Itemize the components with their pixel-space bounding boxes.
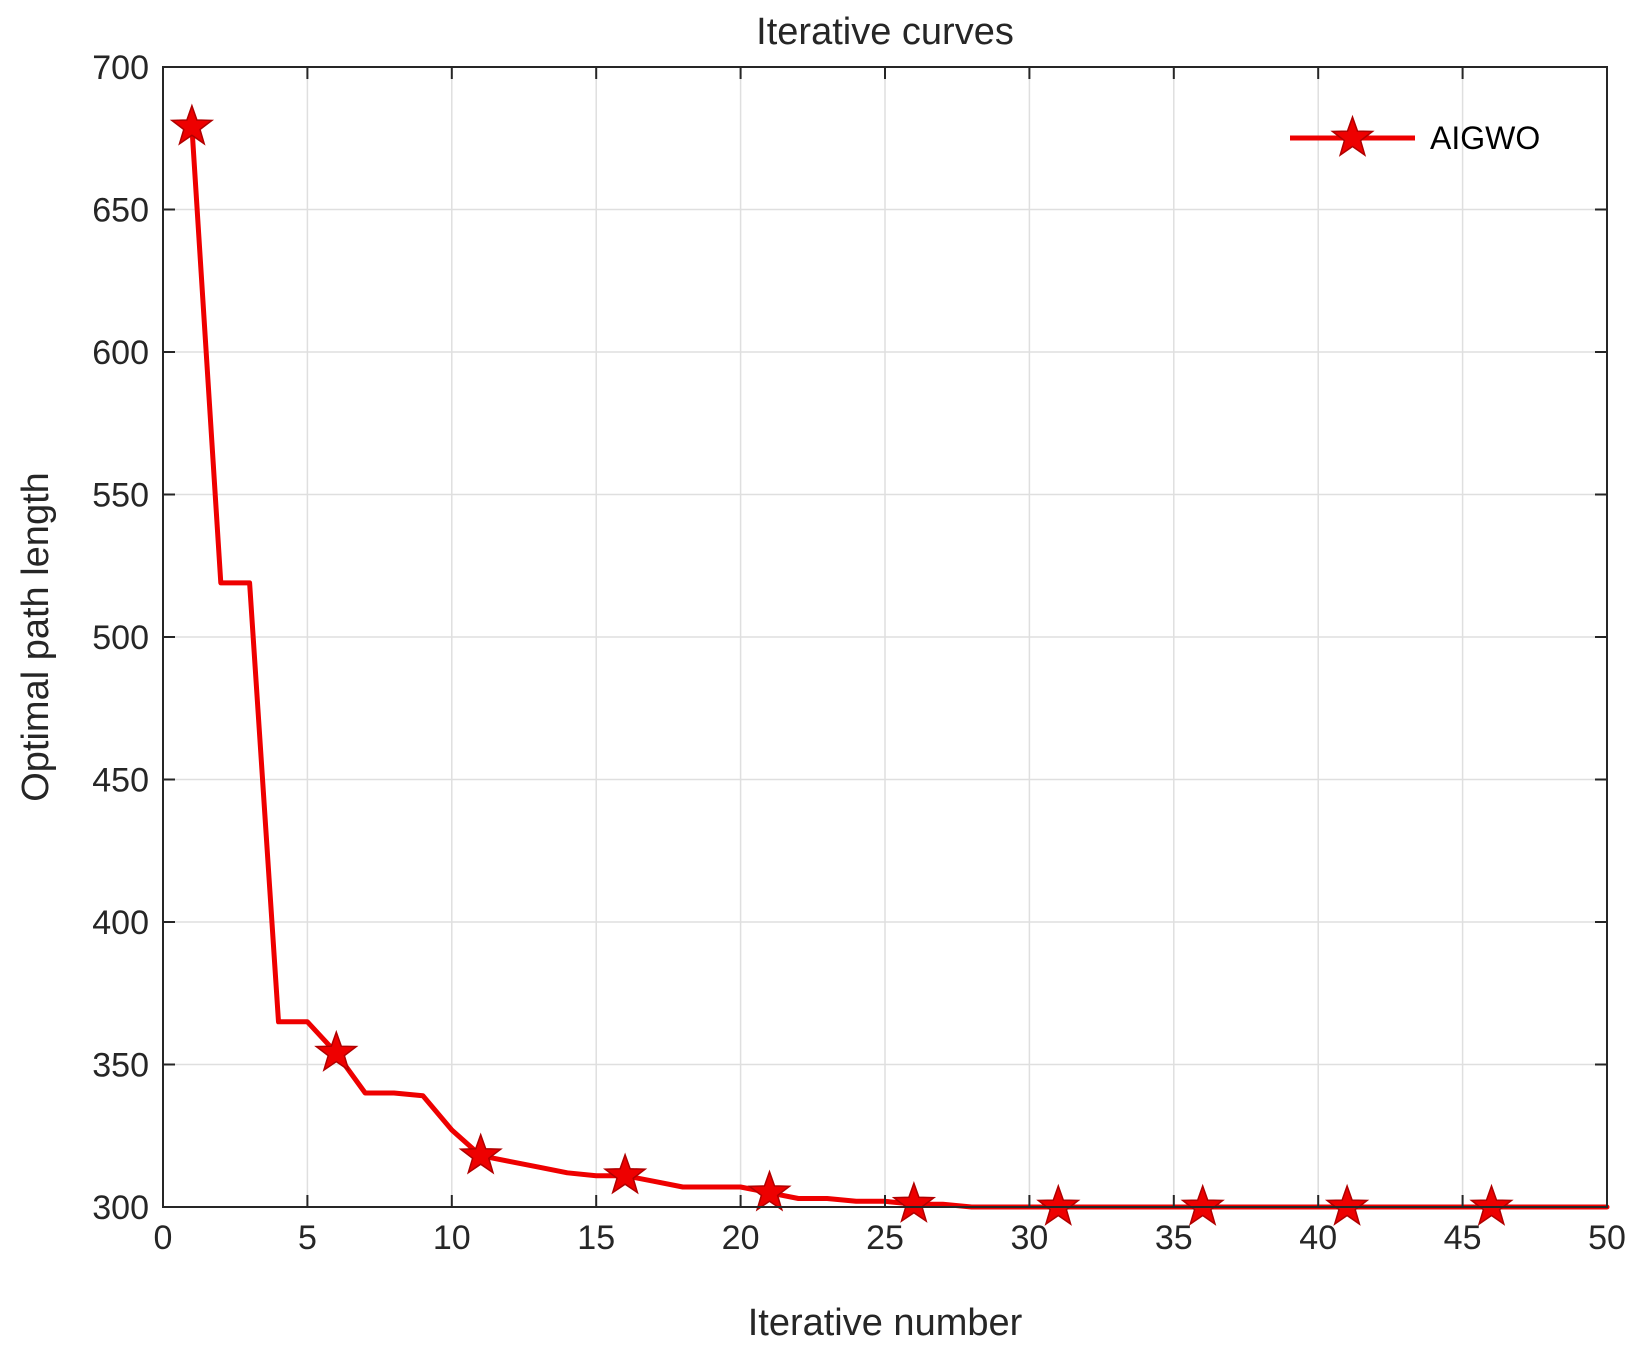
data-point-star [1180,1183,1225,1226]
data-point-star [169,103,215,146]
axis-ticks [162,66,1608,1208]
legend-entry-aigwo: AIGWO [1430,120,1540,156]
data-point-star [602,1152,648,1195]
y-axis-label: Optimal path length [15,472,57,802]
legend: AIGWO [1290,114,1540,157]
legend-marker-star-icon [1330,114,1375,157]
x-axis-label: Iterative number [748,1302,1023,1344]
y-tick-label: 450 [92,762,149,800]
data-point-star [1324,1183,1370,1226]
tick-labels: 0 5 10 15 20 25 30 35 40 45 50 300 350 400 450 500 550 60… [92,49,1626,1257]
x-tick-label: 5 [298,1219,317,1257]
x-tick-label: 35 [1155,1219,1193,1257]
x-tick-label: 40 [1299,1219,1337,1257]
x-tick-label: 25 [866,1219,904,1257]
data-point-star [747,1169,792,1212]
y-tick-label: 550 [92,477,149,515]
data-point-star [314,1029,359,1072]
x-tick-label: 15 [577,1219,615,1257]
data-point-star [1469,1183,1514,1226]
data-point-star [891,1180,937,1223]
x-tick-label: 0 [154,1219,173,1257]
y-tick-label: 350 [92,1047,149,1085]
x-tick-label: 50 [1588,1219,1626,1257]
y-tick-label: 400 [92,904,149,942]
grid-lines [163,67,1607,1207]
chart-title: Iterative curves [756,11,1014,53]
data-point-star [1036,1183,1081,1226]
y-tick-label: 500 [92,619,149,657]
x-tick-label: 30 [1010,1219,1048,1257]
x-tick-label: 20 [722,1219,760,1257]
y-tick-label: 700 [92,49,149,87]
data-point-star [458,1132,503,1175]
y-tick-label: 650 [92,192,149,230]
y-tick-label: 300 [92,1189,149,1227]
x-tick-label: 10 [433,1219,471,1257]
y-tick-label: 600 [92,334,149,372]
x-tick-label: 45 [1444,1219,1482,1257]
